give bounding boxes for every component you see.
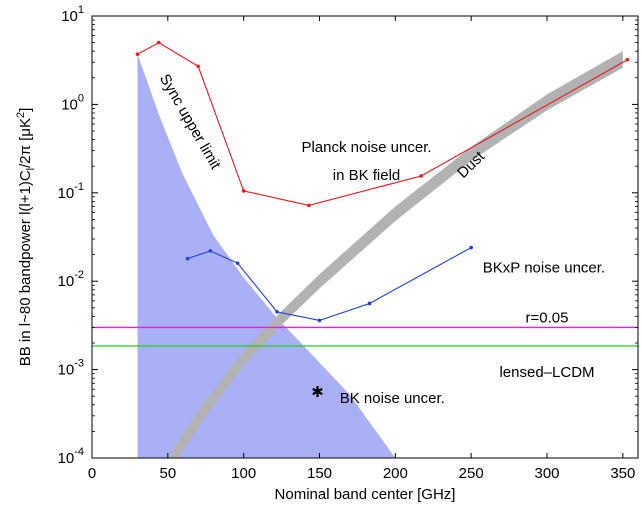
x-tick-label: 100 — [231, 465, 256, 482]
y-tick-label: 101 — [61, 4, 84, 25]
y-tick-label: 100 — [61, 92, 84, 113]
plot-frame — [91, 15, 639, 459]
y-tick-label: 10-3 — [58, 358, 84, 379]
bkxp-noise-point — [317, 318, 322, 323]
bk-annotation: BK noise uncer. — [340, 390, 445, 407]
planck-noise-point — [135, 52, 140, 56]
bk-noise-point: ✱ — [311, 384, 324, 401]
x-tick-label: 200 — [383, 465, 408, 482]
x-tick-label: 150 — [307, 465, 332, 482]
lensed-lcdm-annotation: lensed–LCDM — [499, 364, 594, 381]
x-tick-label: 50 — [159, 465, 176, 482]
bkxp-noise-point — [185, 256, 190, 261]
dust-band — [167, 51, 623, 458]
x-tick-label: 300 — [534, 465, 559, 482]
y-tick-label: 10-1 — [58, 181, 84, 202]
planck-noise-point — [196, 64, 200, 69]
planck-noise-point — [241, 189, 246, 193]
planck-noise-point — [307, 203, 311, 208]
x-tick-label: 250 — [459, 465, 484, 482]
x-tick-label: 350 — [610, 465, 635, 482]
bkxp-noise-point — [275, 310, 279, 314]
x-axis-label: Nominal band center [GHz] — [275, 486, 456, 503]
dust-annotation: Dust — [454, 148, 489, 182]
y-tick-label: 10-4 — [58, 446, 84, 467]
planck-noise-point — [156, 40, 161, 45]
y-axis-label: BB in l~80 bandpower l(l+1)Cl/2π [μK2] — [15, 108, 37, 367]
bkxp-noise-point — [367, 301, 372, 306]
planck-annotation-line1: Planck noise uncer. — [301, 139, 431, 156]
x-tick-label: 0 — [88, 465, 96, 482]
bkxp-noise-point — [208, 249, 213, 253]
planck-noise-point — [419, 174, 423, 178]
bkxp-noise-point — [235, 261, 240, 265]
y-tick-label: 10-2 — [58, 269, 84, 290]
bkxp-noise-point — [469, 245, 473, 250]
planck-noise-point — [625, 57, 630, 62]
r005-annotation: r=0.05 — [526, 310, 569, 327]
planck-annotation-line2: in BK field — [333, 167, 401, 184]
sync-upper-limit-region — [137, 54, 396, 458]
bkxp-annotation: BKxP noise uncer. — [483, 260, 605, 277]
